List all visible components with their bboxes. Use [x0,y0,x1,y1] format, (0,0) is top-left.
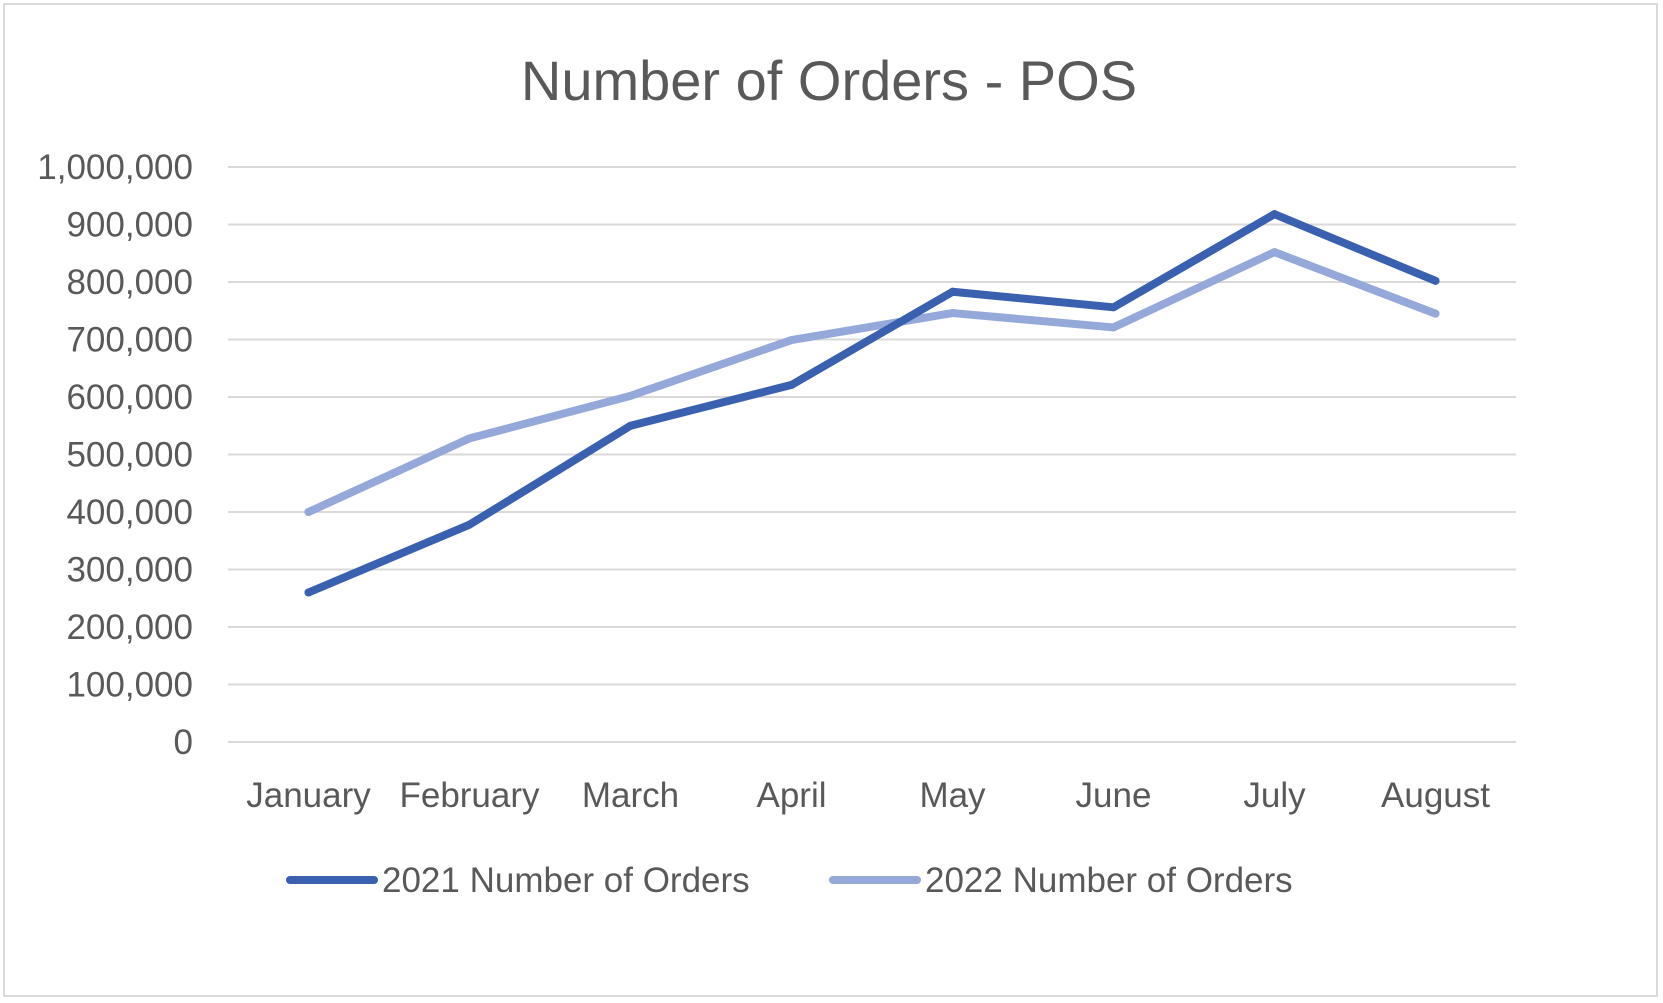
legend: 2021 Number of Orders 2022 Number of Orde… [286,861,1293,900]
x-tick-label: August [1381,776,1490,815]
data-point [1109,303,1118,312]
y-tick-label: 500,000 [66,436,193,475]
data-point [787,336,796,345]
data-point [1431,276,1440,285]
x-tick-label: February [399,776,540,815]
data-point [787,380,796,389]
y-tick-label: 600,000 [66,378,193,417]
data-point [1431,309,1440,318]
y-tick-label: 300,000 [66,551,193,590]
data-point [304,588,313,597]
x-tick-label: March [582,776,679,815]
legend-item: 2021 Number of Orders [286,861,750,900]
data-point [304,508,313,516]
data-point [1109,323,1118,332]
data-point [948,287,957,296]
x-tick-label: June [1076,776,1152,815]
series-lines [304,210,1440,597]
data-point [1270,210,1279,219]
gridlines [228,166,1516,743]
data-point [465,520,474,529]
y-tick-label: 700,000 [66,321,193,360]
y-tick-label: 1,000,000 [37,148,193,187]
series-line-1 [304,210,1440,597]
x-tick-label: July [1243,776,1306,815]
line-chart: Number of Orders - POS 0 100,000 200,000 30… [37,49,1516,900]
y-tick-label: 0 [174,723,193,762]
data-point [626,391,635,400]
y-tick-label: 800,000 [66,263,193,302]
legend-label: 2021 Number of Orders [382,861,750,900]
series-line-2 [304,248,1440,516]
chart-title: Number of Orders - POS [521,49,1137,112]
y-tick-label: 400,000 [66,493,193,532]
data-point [465,434,474,443]
data-point [626,421,635,430]
data-point [1270,248,1279,257]
x-axis-tick-labels: January February March April May June July Augu… [246,776,1490,815]
y-tick-label: 100,000 [66,666,193,705]
legend-item: 2022 Number of Orders [829,861,1293,900]
x-tick-label: April [756,776,826,815]
y-tick-label: 200,000 [66,608,193,647]
x-tick-label: May [919,776,986,815]
data-point [948,309,957,318]
x-tick-label: January [246,776,371,815]
chart-frame: Number of Orders - POS 0 100,000 200,000 30… [3,3,1658,997]
y-tick-label: 900,000 [66,206,193,245]
y-axis-tick-labels: 0 100,000 200,000 300,000 400,000 500,000 600,… [37,148,193,762]
legend-label: 2022 Number of Orders [925,861,1293,900]
